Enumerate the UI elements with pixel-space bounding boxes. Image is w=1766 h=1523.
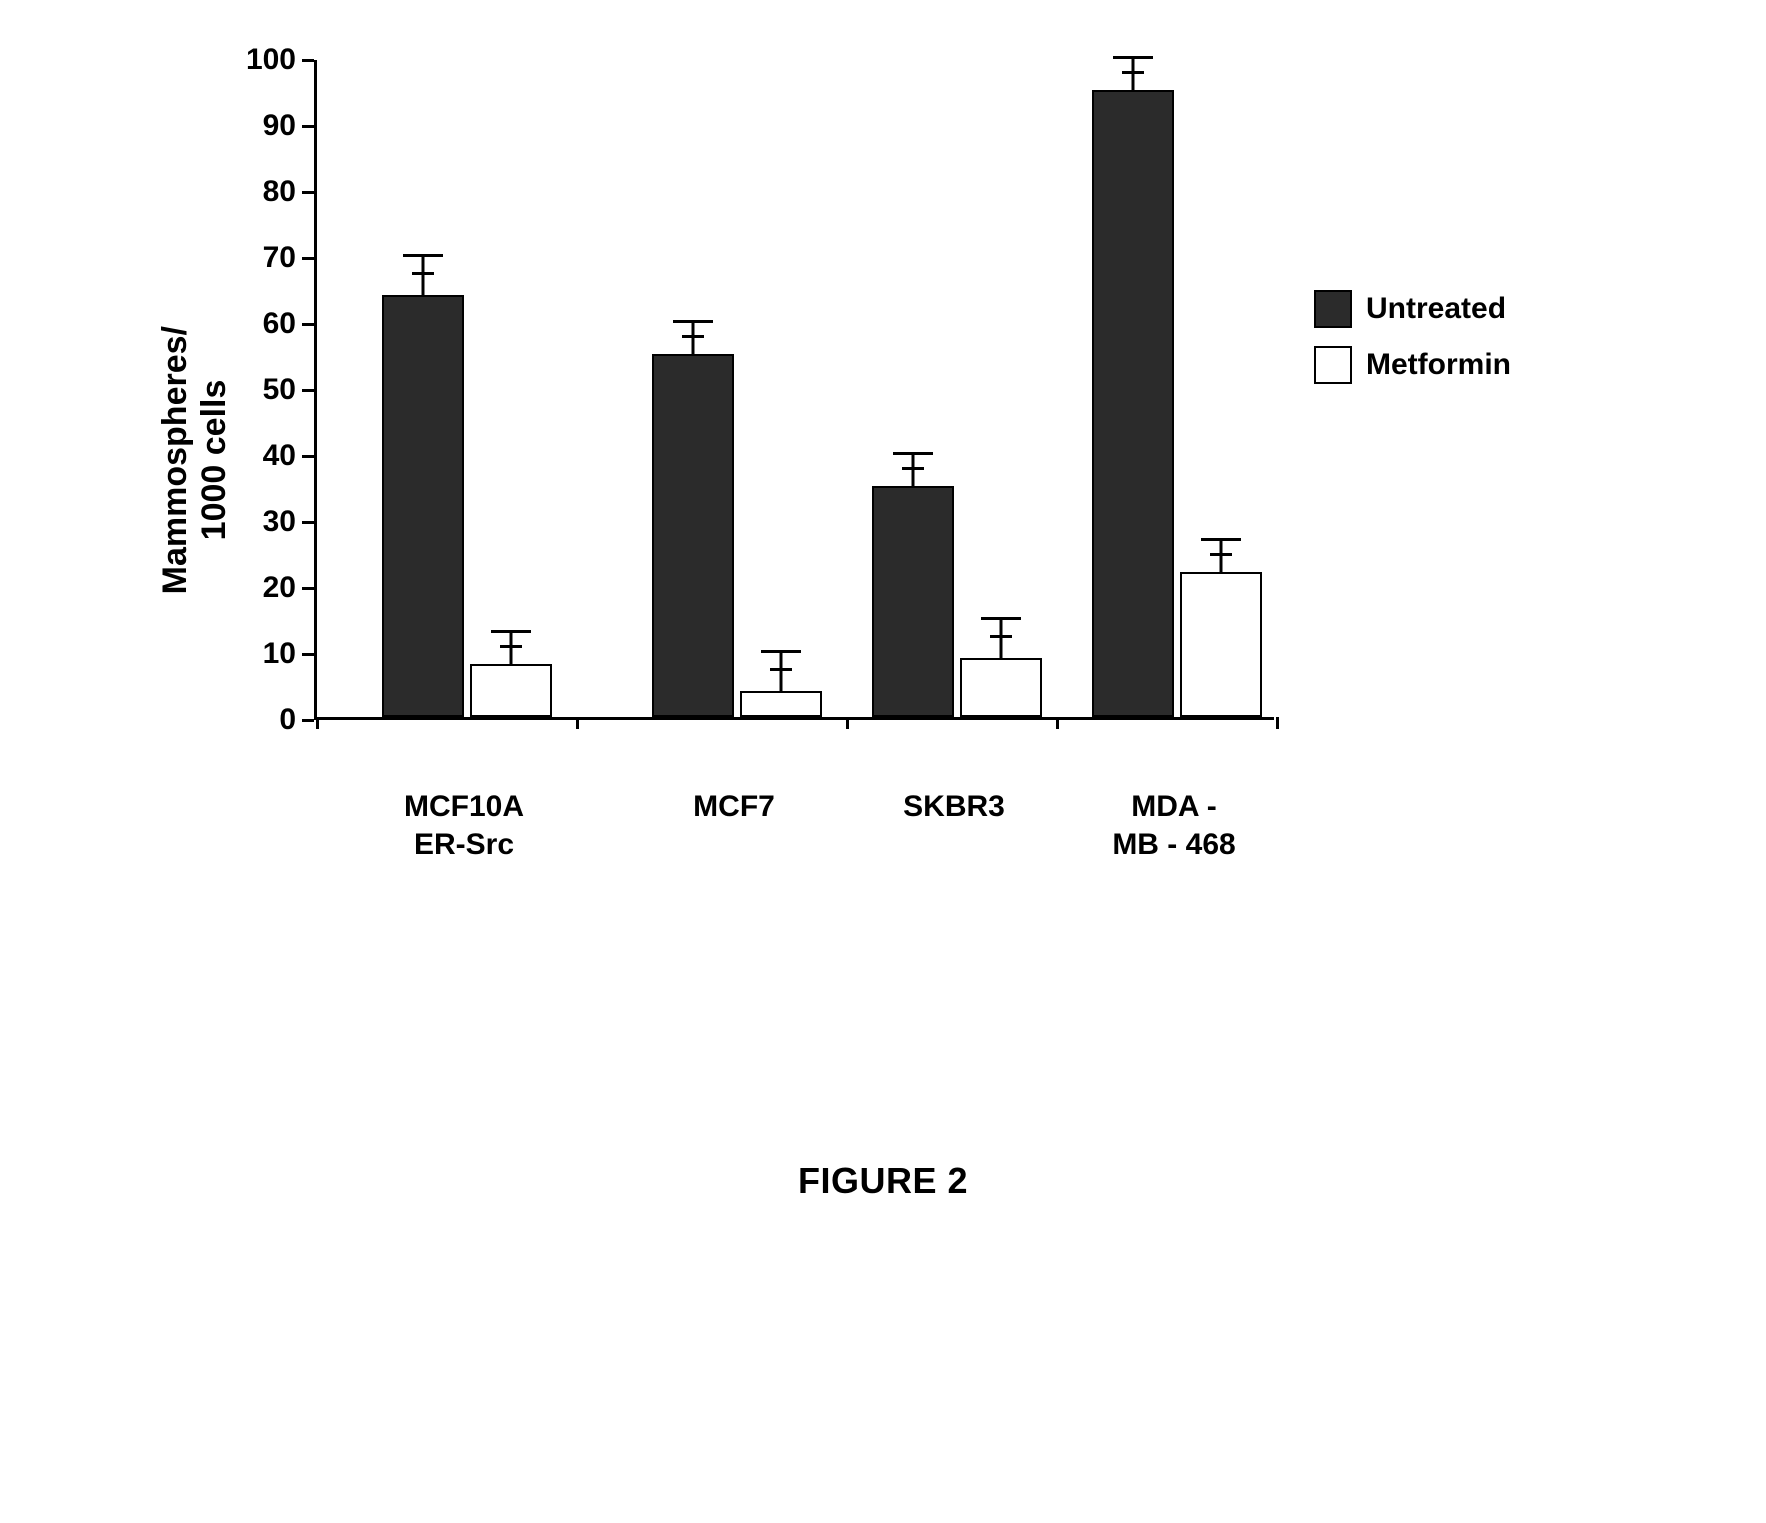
y-tick: 100: [246, 43, 314, 77]
error-cap: [1113, 56, 1153, 59]
error-cap-mid: [770, 668, 792, 671]
y-tick-mark: [302, 323, 314, 326]
bar-untreated: [1092, 90, 1174, 717]
bar-untreated: [382, 295, 464, 717]
y-tick-mark: [302, 59, 314, 62]
y-tick: 70: [263, 241, 314, 275]
bar-group: [652, 60, 822, 717]
y-axis-label: Mammospheres/ 1000 cells: [150, 326, 234, 594]
x-axis-labels: MCF10A ER-SrcMCF7SKBR3MDA - MB - 468: [314, 728, 1274, 788]
y-tick-label: 90: [263, 109, 296, 143]
y-tick-label: 20: [263, 571, 296, 605]
chart-container: Mammospheres/ 1000 cells 0 10 20 30 40 50 60 70…: [150, 60, 1600, 860]
error-bar: [780, 653, 783, 693]
y-tick: 80: [263, 175, 314, 209]
error-cap: [673, 320, 713, 323]
x-axis-label: SKBR3: [903, 788, 1005, 826]
y-tick-mark: [302, 653, 314, 656]
y-tick-label: 50: [263, 373, 296, 407]
error-cap-mid: [682, 335, 704, 338]
y-tick-mark: [302, 521, 314, 524]
legend: Untreated Metformin: [1314, 290, 1511, 384]
y-tick-mark: [302, 389, 314, 392]
y-tick: 0: [279, 703, 314, 737]
y-tick: 30: [263, 505, 314, 539]
y-axis: 0102030405060708090100: [234, 60, 314, 780]
error-cap: [761, 650, 801, 653]
bar-metformin: [1180, 572, 1262, 717]
x-axis-label: MDA - MB - 468: [1112, 788, 1235, 863]
bar-metformin: [960, 658, 1042, 717]
bar-metformin: [470, 664, 552, 717]
error-cap-mid: [1210, 553, 1232, 556]
error-cap: [1201, 538, 1241, 541]
y-tick: 20: [263, 571, 314, 605]
error-cap-mid: [412, 272, 434, 275]
y-tick: 10: [263, 637, 314, 671]
legend-item-untreated: Untreated: [1314, 290, 1511, 328]
y-tick: 40: [263, 439, 314, 473]
legend-item-metformin: Metformin: [1314, 346, 1511, 384]
y-tick-label: 10: [263, 637, 296, 671]
bar-wrapper: [470, 60, 552, 717]
y-tick: 60: [263, 307, 314, 341]
y-tick-label: 100: [246, 43, 296, 77]
error-cap-mid: [1122, 71, 1144, 74]
bar-group: [1092, 60, 1262, 717]
plot-column: MCF10A ER-SrcMCF7SKBR3MDA - MB - 468 Unt…: [314, 60, 1274, 780]
plot-area: [314, 60, 1274, 720]
error-bar: [510, 633, 513, 666]
x-tick-mark: [1276, 717, 1279, 729]
error-bar: [912, 455, 915, 488]
bar-wrapper: [1092, 60, 1174, 717]
y-tick: 90: [263, 109, 314, 143]
error-cap: [893, 452, 933, 455]
bar-group: [382, 60, 552, 717]
y-tick-mark: [302, 455, 314, 458]
x-axis-label: MCF10A ER-Src: [404, 788, 524, 863]
figure-caption: FIGURE 2: [0, 1160, 1766, 1202]
legend-label: Untreated: [1366, 292, 1506, 326]
legend-swatch: [1314, 290, 1352, 328]
bar-wrapper: [960, 60, 1042, 717]
error-cap-mid: [902, 467, 924, 470]
y-tick-label: 70: [263, 241, 296, 275]
y-tick-label: 30: [263, 505, 296, 539]
error-bar: [422, 257, 425, 297]
bar-group: [872, 60, 1042, 717]
bar-wrapper: [382, 60, 464, 717]
error-cap-mid: [500, 645, 522, 648]
legend-label: Metformin: [1366, 348, 1511, 382]
y-tick-mark: [302, 719, 314, 722]
y-tick-label: 0: [279, 703, 296, 737]
y-tick-label: 40: [263, 439, 296, 473]
y-tick-mark: [302, 257, 314, 260]
bar-wrapper: [872, 60, 954, 717]
y-tick-mark: [302, 191, 314, 194]
error-bar: [692, 323, 695, 356]
bar-untreated: [652, 354, 734, 717]
error-cap-mid: [990, 635, 1012, 638]
y-tick: 50: [263, 373, 314, 407]
y-tick-label: 60: [263, 307, 296, 341]
error-bar: [1132, 59, 1135, 92]
bar-metformin: [740, 691, 822, 717]
bar-untreated: [872, 486, 954, 717]
bar-wrapper: [740, 60, 822, 717]
y-tick-mark: [302, 587, 314, 590]
page: Mammospheres/ 1000 cells 0 10 20 30 40 50 60 70…: [0, 0, 1766, 1523]
bar-wrapper: [652, 60, 734, 717]
error-bar: [1220, 541, 1223, 574]
error-cap: [403, 254, 443, 257]
error-cap: [491, 630, 531, 633]
legend-swatch: [1314, 346, 1352, 384]
x-axis-label: MCF7: [693, 788, 775, 826]
bar-wrapper: [1180, 60, 1262, 717]
y-tick-label: 80: [263, 175, 296, 209]
y-tick-mark: [302, 125, 314, 128]
error-bar: [1000, 620, 1003, 660]
error-cap: [981, 617, 1021, 620]
